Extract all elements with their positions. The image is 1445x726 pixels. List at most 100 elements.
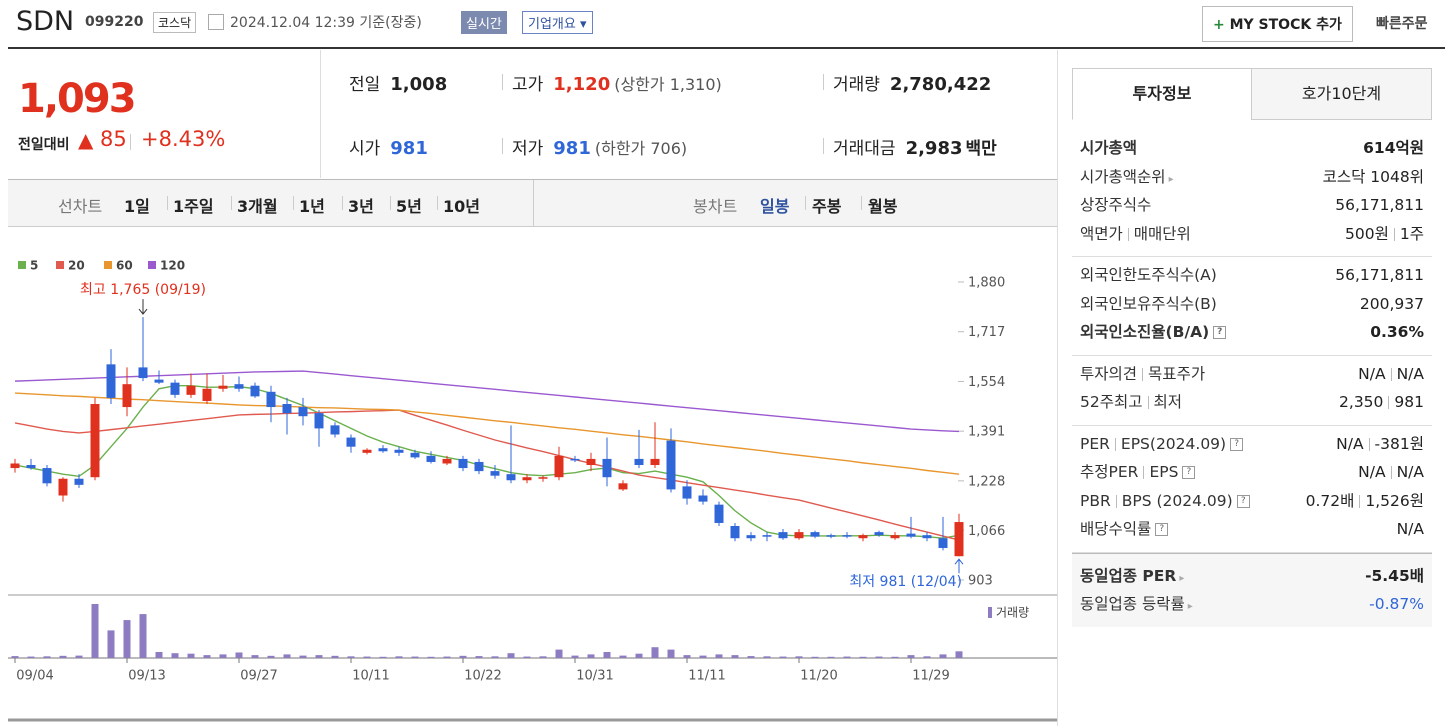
info-value: N/A -381원 [1336, 430, 1424, 459]
stock-code: 099220 [85, 14, 144, 30]
candle-body [442, 458, 452, 464]
summary-unit: 백만 [965, 139, 997, 159]
help-icon: ? [1236, 494, 1250, 508]
info-label: 액면가 매매단위 [1080, 225, 1191, 243]
info-row: 액면가 매매단위 500원 1주 [1072, 220, 1432, 249]
period-tab[interactable]: 1주일 [173, 197, 214, 216]
change-label: 전일대비 [18, 137, 70, 153]
period-tab[interactable]: 5년 [396, 197, 422, 216]
volume-bar [843, 656, 851, 658]
info-label: 시가총액순위 ▸ [1080, 168, 1174, 186]
label-part: 상장주식수 [1080, 196, 1152, 214]
value-part: N/A [1358, 463, 1386, 481]
quick-order[interactable]: 빠른주문 [1376, 16, 1428, 32]
candle-body [922, 535, 932, 539]
info-row: 추정PER EPS? N/A N/A [1072, 458, 1432, 487]
period-tab[interactable]: 3개월 [237, 197, 278, 216]
volume-bar [27, 656, 35, 658]
candle-body [602, 458, 612, 478]
volume-bar [11, 656, 19, 658]
candle-body [10, 463, 20, 469]
candle-body [618, 483, 628, 490]
label-part: 외국인보유주식수(B) [1080, 294, 1217, 313]
volume-bar [283, 654, 291, 658]
arrow-icon: ▸ [1187, 601, 1193, 612]
candle-body [170, 382, 180, 395]
period-tab[interactable]: 3년 [348, 197, 374, 216]
separator [1390, 367, 1392, 381]
candle-tab[interactable]: 주봉 [812, 197, 842, 216]
panel-tab[interactable]: 투자정보 [1072, 68, 1252, 120]
value-part: 981 [1394, 393, 1424, 411]
legend-swatch [56, 261, 64, 269]
x-tick-label: 11/20 [800, 669, 837, 684]
candle-body [666, 440, 676, 490]
volume-bar [651, 647, 659, 658]
volume-bar [411, 656, 419, 658]
label-part: EPS [1149, 463, 1179, 481]
separator [167, 196, 168, 210]
candle-body [90, 404, 100, 478]
x-tick-label: 09/27 [240, 669, 277, 684]
volume-bar [43, 656, 51, 658]
candle-body [762, 535, 772, 537]
legend-swatch [18, 261, 26, 269]
arrow-icon: ▸ [1179, 572, 1185, 584]
candle-body [250, 385, 260, 397]
info-label: PER EPS(2024.09)? [1080, 435, 1244, 453]
candle-body [858, 535, 868, 539]
separator [805, 196, 806, 210]
volume-bar [123, 620, 131, 658]
period-tab[interactable]: 1년 [299, 197, 325, 216]
overview-button[interactable]: 기업개요 ▾ [522, 11, 593, 34]
candle-body [954, 522, 964, 557]
summary-value: 981 [390, 138, 428, 159]
volume-bar [379, 656, 387, 658]
info-label: 동일업종 등락률 ▸ [1080, 595, 1193, 613]
volume-bar [747, 656, 755, 658]
label-part: 동일업종 PER [1080, 566, 1177, 585]
info-label: 외국인한도주식수(A) [1080, 266, 1217, 284]
market-badge: 코스닥 [153, 12, 197, 33]
tab-label[interactable]: 봉차트 [693, 197, 738, 216]
volume-bar [251, 655, 259, 658]
panel-tab[interactable]: 호가10단계 [1251, 68, 1432, 120]
volume-bar [347, 656, 355, 658]
volume-bar [939, 654, 947, 658]
x-tick-label: 09/13 [128, 669, 165, 684]
calendar-icon [208, 14, 224, 30]
label-part: 목표주가 [1148, 364, 1206, 383]
candle-tab[interactable]: 월봉 [868, 197, 898, 216]
candle-body [506, 474, 516, 481]
candle-body [682, 486, 692, 499]
info-section: 투자의견 목표주가 N/A N/A 52주최고 최저 2,350 981 [1072, 356, 1432, 426]
candle-body [842, 535, 852, 537]
separator [823, 74, 824, 90]
volume-bar [731, 655, 739, 658]
period-tab[interactable]: 1일 [124, 197, 150, 216]
value-part: 2,350 [1339, 393, 1384, 411]
candle-body [282, 404, 292, 414]
info-value: N/A N/A [1358, 360, 1424, 389]
volume-bar [491, 656, 499, 658]
volume-bar [443, 656, 451, 658]
label-part: 액면가 [1080, 224, 1123, 243]
candle-body [794, 532, 804, 539]
info-value: 614억원 [1363, 134, 1424, 163]
realtime-badge[interactable]: 실시간 [461, 11, 507, 34]
mystock-button[interactable]: + MY STOCK 추가 [1202, 6, 1353, 42]
period-tab[interactable]: 10년 [443, 197, 480, 216]
candle-body [426, 455, 436, 462]
tab-label[interactable]: 선차트 [58, 197, 103, 216]
current-price: 1,093 [18, 76, 137, 122]
value-part: N/A [1396, 463, 1424, 481]
help-icon: ? [1213, 326, 1227, 339]
label-part: PBR [1080, 491, 1111, 510]
x-tick-label: 11/11 [688, 669, 725, 684]
summary-item: 고가 1,120 (상한가 1,310) [512, 70, 722, 95]
info-value: 56,171,811 [1335, 261, 1424, 290]
separator [1127, 227, 1129, 241]
candle-body [234, 384, 244, 389]
candle-body [714, 504, 724, 523]
candle-tab[interactable]: 일봉 [760, 197, 790, 216]
